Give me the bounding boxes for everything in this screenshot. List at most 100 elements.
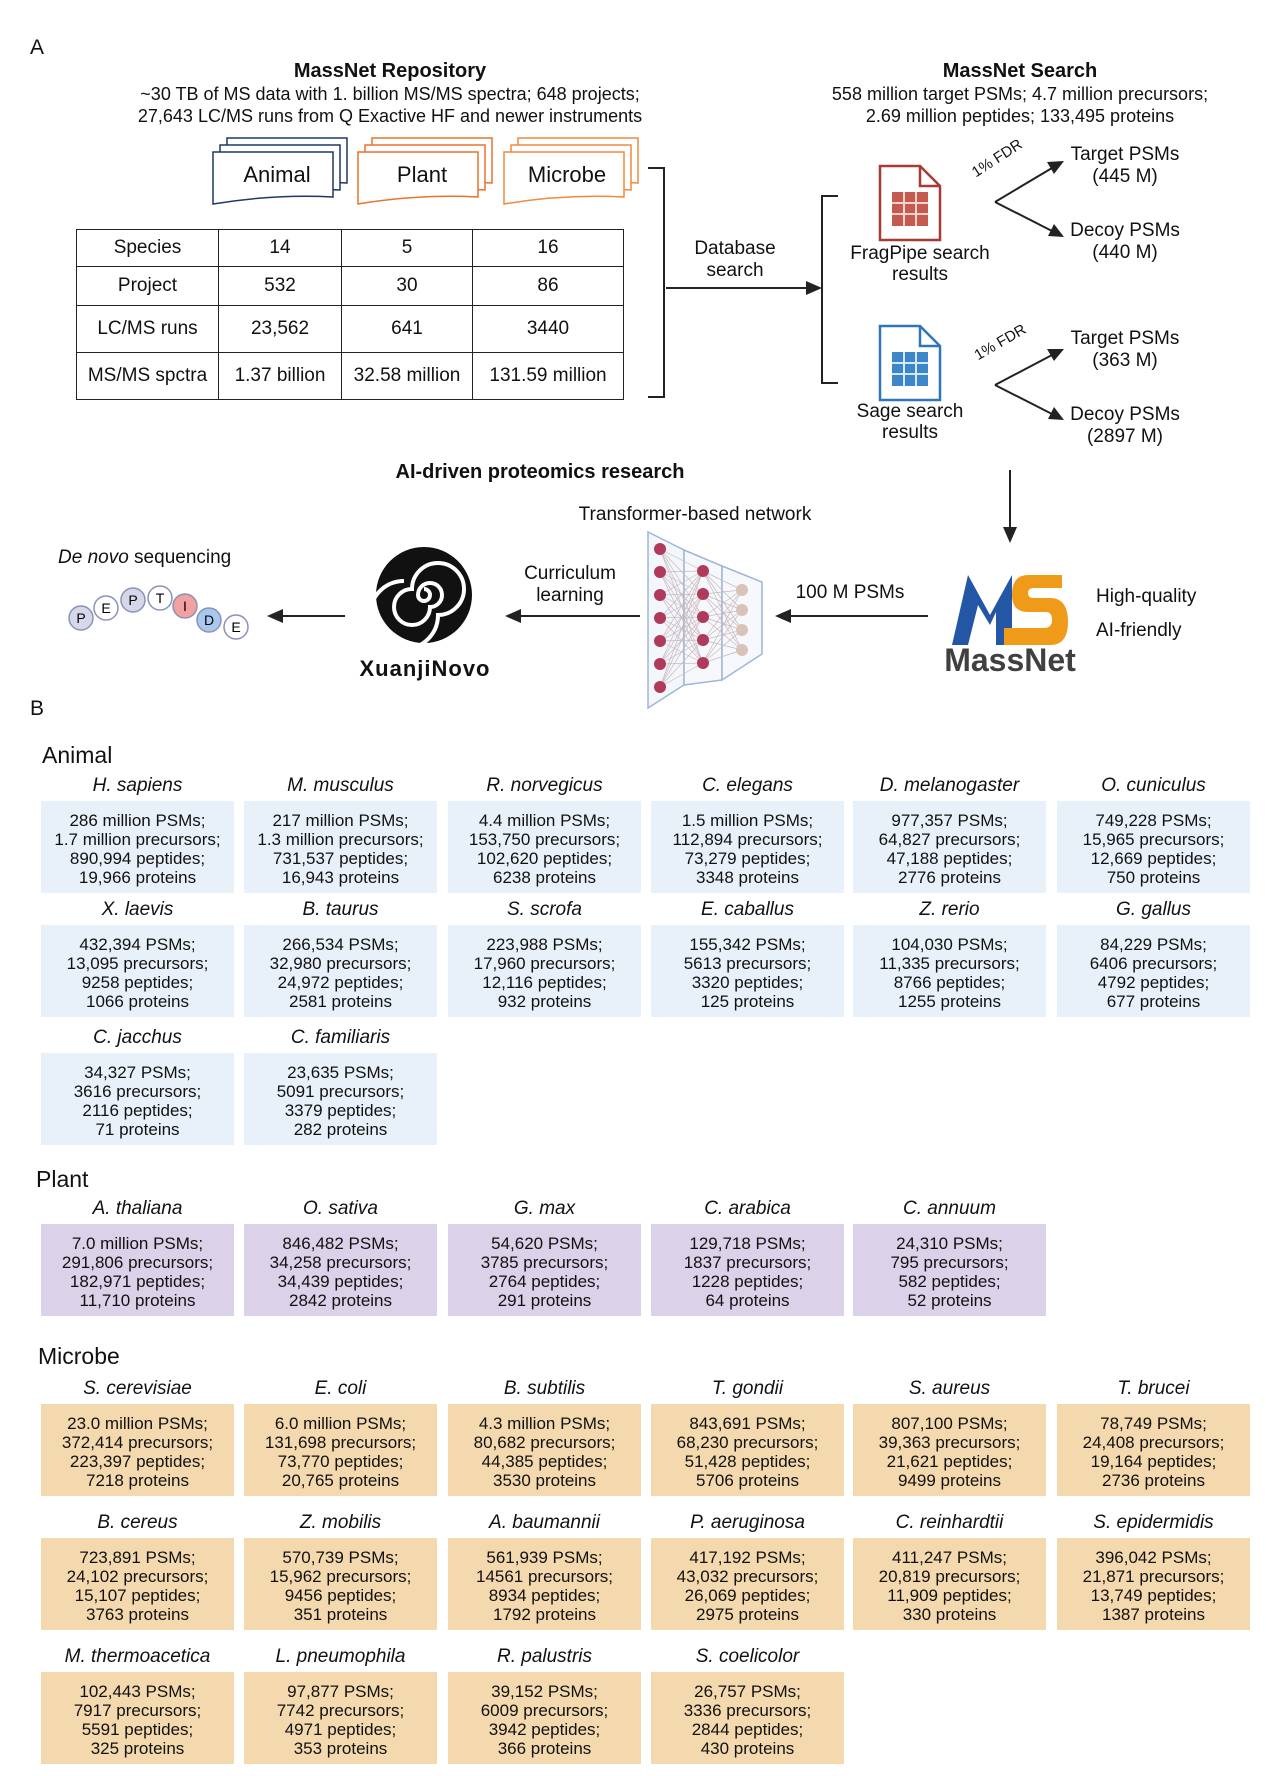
species-stats-box: 266,534 PSMs; 32,980 precursors; 24,972 pe…	[244, 925, 437, 1017]
species-card: C. jacchus 34,327 PSMs; 3616 precursors; 21…	[41, 1026, 234, 1145]
species-stats-box: 155,342 PSMs; 5613 precursors; 3320 peptid…	[651, 925, 844, 1017]
species-stat-line: 14561 precursors;	[475, 1567, 614, 1586]
species-stat-line: 846,482 PSMs;	[282, 1234, 399, 1253]
species-card: S. cerevisiae 23.0 million PSMs; 372,414 p…	[41, 1377, 234, 1496]
species-stat-line: 9499 proteins	[897, 1471, 1002, 1490]
transformer-network-icon	[647, 530, 763, 710]
species-card: S. epidermidis 396,042 PSMs; 21,871 precur…	[1057, 1511, 1250, 1630]
species-name: C. arabica	[704, 1198, 791, 1219]
sage-decoy-label: Decoy PSMs (2897 M)	[1050, 404, 1200, 448]
species-stats-box: 26,757 PSMs; 3336 precursors; 2844 peptide…	[651, 1672, 844, 1764]
species-stat-line: 372,414 precursors;	[61, 1433, 214, 1452]
table-cell: 16	[472, 229, 624, 267]
species-stats-box: 24,310 PSMs; 795 precursors; 582 peptides;…	[853, 1224, 1046, 1316]
species-stat-line: 129,718 PSMs;	[689, 1234, 806, 1253]
network-edge	[659, 570, 704, 642]
quality-high: High-quality	[1096, 586, 1197, 607]
denovo-arrow-head	[267, 609, 283, 623]
species-name: G. gallus	[1116, 899, 1191, 920]
species-stat-line: 1.5 million PSMs;	[681, 811, 814, 830]
species-card: M. thermoacetica 102,443 PSMs; 7917 precur…	[41, 1645, 234, 1764]
network-edge	[702, 589, 743, 595]
species-stat-line: 15,962 precursors;	[269, 1567, 412, 1586]
species-stat-line: 24,408 precursors;	[1082, 1433, 1225, 1452]
species-card: T. gondii 843,691 PSMs; 68,230 precursors;…	[651, 1377, 844, 1496]
fragpipe-target-label: Target PSMs (445 M)	[1050, 144, 1200, 188]
species-name: O. cuniculus	[1101, 775, 1206, 796]
species-stat-line: 8934 peptides;	[488, 1586, 601, 1605]
species-card: A. thaliana 7.0 million PSMs; 291,806 prec…	[41, 1197, 234, 1316]
species-stat-line: 34,327 PSMs;	[84, 1063, 191, 1082]
species-stat-line: 102,620 peptides;	[476, 849, 613, 868]
kingdom-label-plant: Plant	[396, 162, 448, 187]
species-stat-line: 13,749 peptides;	[1090, 1586, 1217, 1605]
species-stat-line: 291 proteins	[497, 1291, 592, 1310]
species-card: Z. mobilis 570,739 PSMs; 15,962 precursors…	[244, 1511, 437, 1630]
species-stat-line: 155,342 PSMs;	[689, 935, 806, 954]
network-node	[736, 584, 748, 596]
species-stats-box: 1.5 million PSMs; 112,894 precursors; 73,2…	[651, 801, 844, 893]
species-stat-line: 3336 precursors;	[683, 1701, 812, 1720]
plant-card-stack	[357, 137, 493, 205]
sage-decoy-line2: (2897 M)	[1086, 426, 1164, 447]
species-stat-line: 78,749 PSMs;	[1100, 1414, 1207, 1433]
species-stat-line: 9258 peptides;	[81, 973, 194, 992]
species-stats-box: 84,229 PSMs; 6406 precursors; 4792 peptide…	[1057, 925, 1250, 1017]
network-edge	[659, 570, 704, 596]
peptide-beads: PE P T ID E	[68, 585, 249, 640]
species-name: T. brucei	[1117, 1378, 1190, 1399]
table-cell: 86	[472, 266, 624, 306]
species-stat-line: 21,621 peptides;	[886, 1452, 1013, 1471]
network-node	[654, 589, 666, 601]
group-title-animal: Animal	[42, 742, 113, 768]
species-name: R. palustris	[496, 1646, 593, 1667]
species-stat-line: 3616 precursors;	[73, 1082, 202, 1101]
species-card: D. melanogaster 977,357 PSMs; 64,827 precu…	[853, 774, 1046, 893]
peptide-bead	[120, 587, 146, 613]
species-stat-line: 24,310 PSMs;	[896, 1234, 1003, 1253]
network-edge	[659, 570, 704, 573]
network-edge	[659, 570, 704, 688]
network-node	[697, 611, 709, 623]
species-stat-line: 7218 proteins	[85, 1471, 190, 1490]
panel-a-graphics: PE P T ID E	[68, 137, 1068, 710]
species-stat-line: 102,443 PSMs;	[79, 1682, 196, 1701]
network-node	[654, 543, 666, 555]
species-stat-line: 39,363 precursors;	[878, 1433, 1021, 1452]
species-card: S. coelicolor 26,757 PSMs; 3336 precursors…	[651, 1645, 844, 1764]
species-stat-line: 750 proteins	[1106, 868, 1201, 887]
species-stat-line: 366 proteins	[497, 1739, 592, 1758]
network-edge	[702, 609, 743, 641]
species-card: L. pneumophila 97,877 PSMs; 7742 precursor…	[244, 1645, 437, 1764]
group-title-plant: Plant	[36, 1166, 89, 1192]
sage-decoy-line1: Decoy PSMs	[1070, 404, 1180, 425]
network-edge	[702, 570, 743, 631]
network-node	[697, 588, 709, 600]
species-stat-line: 1837 precursors;	[683, 1253, 812, 1272]
network-edge	[702, 609, 743, 618]
species-stats-box: 97,877 PSMs; 7742 precursors; 4971 peptide…	[244, 1672, 437, 1764]
fragpipe-target-line1: Target PSMs	[1070, 144, 1180, 165]
species-stat-line: 2844 peptides;	[691, 1720, 804, 1739]
ai-section-title: AI-driven proteomics research	[395, 461, 685, 483]
database-search-label: Database search	[680, 238, 790, 282]
species-card: R. palustris 39,152 PSMs; 6009 precursors;…	[448, 1645, 641, 1764]
network-edge	[702, 629, 743, 664]
species-stats-box: 843,691 PSMs; 68,230 precursors; 51,428 pe…	[651, 1404, 844, 1496]
species-stat-line: 2842 proteins	[288, 1291, 393, 1310]
species-card: T. brucei 78,749 PSMs; 24,408 precursors; 1…	[1057, 1377, 1250, 1496]
species-stat-line: 6406 precursors;	[1089, 954, 1218, 973]
species-name: D. melanogaster	[879, 775, 1020, 796]
species-stat-line: 23.0 million PSMs;	[67, 1414, 208, 1433]
search-line1: 558 million target PSMs; 4.7 million pre…	[831, 84, 1209, 104]
curriculum-line2: learning	[536, 585, 604, 606]
curriculum-label: Curriculum learning	[510, 563, 630, 607]
network-edge	[659, 662, 704, 688]
database-search-line2: search	[706, 260, 764, 281]
panel-b-letter: B	[30, 697, 45, 720]
sage-label-line1: Sage search	[856, 401, 964, 422]
species-name: C. familiaris	[290, 1027, 391, 1048]
peptide-letter: P	[128, 592, 137, 608]
species-stat-line: 44,385 peptides;	[481, 1452, 608, 1471]
species-card: O. cuniculus 749,228 PSMs; 15,965 precurso…	[1057, 774, 1250, 893]
